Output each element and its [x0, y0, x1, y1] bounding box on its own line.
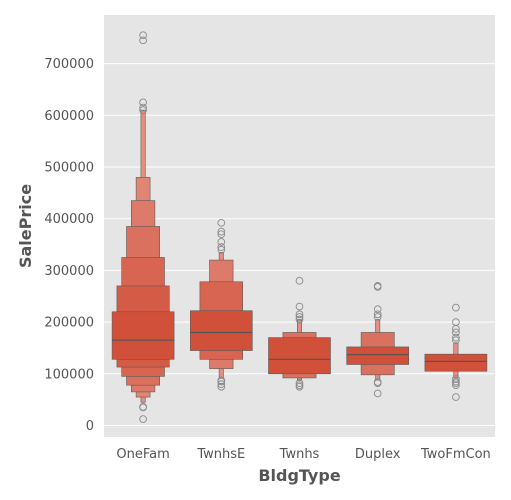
boxen-group-twofmcon: [424, 303, 488, 401]
y-tick-label: 300000: [44, 264, 94, 279]
box-level-1: [111, 311, 175, 360]
outlier-point: [139, 36, 147, 45]
outlier-point: [217, 238, 226, 246]
outlier-point: [295, 310, 304, 319]
y-tick-labels: 0 100000 200000 300000 400000 500000 600000 700…: [44, 57, 94, 434]
outlier-point: [217, 380, 226, 388]
outlier-point: [452, 381, 460, 390]
outlier-point: [217, 382, 226, 391]
outlier-point: [139, 415, 147, 423]
outlier-point: [295, 315, 304, 324]
outlier-point: [295, 313, 304, 321]
y-tick-label: 700000: [44, 57, 94, 72]
outlier-point: [452, 375, 460, 383]
outlier-point: [373, 310, 382, 319]
outlier-point: [217, 245, 226, 254]
outlier-point: [139, 106, 147, 114]
boxen-group-twnhs: [268, 276, 331, 391]
x-tick-labels: OneFam TwnhsE Twnhs Duplex TwoFmCon: [116, 447, 490, 462]
x-tick-label: Duplex: [355, 447, 401, 462]
outlier-point: [217, 230, 226, 239]
outlier-point: [373, 313, 382, 321]
box-level-1: [190, 310, 253, 351]
boxes-layer: [111, 31, 488, 423]
outlier-point: [373, 282, 382, 290]
outlier-point: [295, 381, 304, 390]
y-tick-label: 0: [86, 419, 94, 434]
box-level-1: [346, 346, 410, 365]
y-tick-label: 100000: [44, 367, 94, 382]
outlier-point: [452, 333, 460, 342]
x-tick-label: TwnhsE: [196, 447, 245, 462]
outlier-point: [452, 303, 460, 312]
boxen-group-duplex: [346, 282, 410, 398]
y-tick-label: 600000: [44, 109, 94, 124]
y-tick-label: 400000: [44, 212, 94, 227]
outlier-point: [217, 243, 226, 251]
x-axis-title: BldgType: [258, 466, 340, 485]
outlier-point: [452, 393, 460, 401]
outlier-point: [139, 103, 147, 112]
outlier-point: [452, 318, 460, 326]
outlier-point: [373, 305, 382, 314]
y-tick-label: 500000: [44, 161, 94, 176]
outlier-point: [217, 376, 226, 385]
outlier-point: [139, 98, 147, 107]
outlier-point: [217, 218, 226, 227]
outlier-point: [295, 302, 304, 311]
outlier-point: [295, 276, 304, 285]
box-level-1: [268, 337, 331, 375]
outlier-point: [373, 389, 382, 398]
y-tick-label: 200000: [44, 316, 94, 331]
outlier-point: [139, 403, 147, 411]
boxen-group-twnhse: [190, 218, 253, 391]
outlier-point: [139, 31, 147, 40]
x-tick-label: Twnhs: [279, 447, 320, 462]
y-axis-title: SalePrice: [16, 184, 35, 268]
outlier-point: [452, 328, 460, 337]
outlier-point: [217, 227, 226, 236]
boxen-group-onefam: [111, 31, 175, 423]
outlier-point: [452, 336, 460, 345]
x-tick-label: OneFam: [116, 447, 169, 462]
outlier-point: [452, 377, 460, 386]
outlier-point: [373, 378, 382, 386]
outlier-point: [295, 379, 304, 387]
box-level-1: [424, 353, 488, 372]
x-tick-label: TwoFmCon: [420, 447, 491, 462]
